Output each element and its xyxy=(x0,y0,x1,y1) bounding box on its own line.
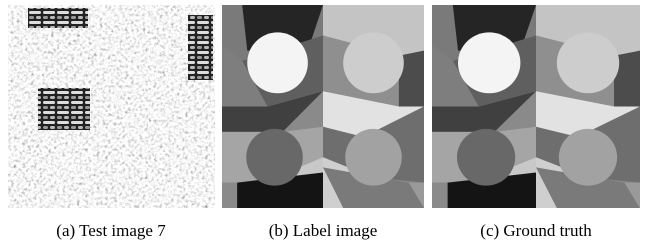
figure: (a) Test image 7 (b) Label image (c) Gro… xyxy=(0,0,649,245)
panel-a: (a) Test image 7 xyxy=(8,5,215,240)
panel-c: (c) Ground truth xyxy=(432,5,640,240)
ground-truth-image xyxy=(432,5,640,208)
page: (a) Test image 7 (b) Label image (c) Gro… xyxy=(0,0,649,245)
texture-weave xyxy=(28,8,88,28)
caption: (b) Label image xyxy=(269,221,378,240)
texture-weave xyxy=(188,15,213,80)
texture-weave xyxy=(38,88,90,130)
caption: (c) Ground truth xyxy=(480,221,592,240)
panel-b: (b) Label image xyxy=(222,5,424,240)
caption: (a) Test image 7 xyxy=(56,221,166,240)
label-image xyxy=(222,5,424,208)
